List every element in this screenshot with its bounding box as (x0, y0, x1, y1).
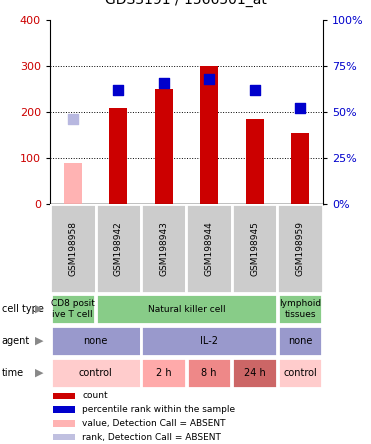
Text: ▶: ▶ (35, 304, 44, 314)
Text: GSM198945: GSM198945 (250, 221, 259, 276)
Point (70, 116, 76, 123)
Text: none: none (288, 336, 312, 346)
Text: GSM198943: GSM198943 (159, 221, 168, 276)
Point (206, 75, 212, 83)
Point (161, 79, 167, 86)
Bar (200, 66, 218, 204)
Bar (53, 434, 76, 440)
Bar (246, 119, 264, 204)
Bar (53, 420, 76, 427)
Text: cell type: cell type (2, 304, 44, 314)
Point (297, 105, 303, 112)
Bar (291, 133, 309, 204)
Text: 24 h: 24 h (244, 368, 266, 378)
Text: GDS3191 / 1566501_at: GDS3191 / 1566501_at (105, 0, 266, 7)
Bar (53, 406, 76, 413)
Text: rank, Detection Call = ABSENT: rank, Detection Call = ABSENT (82, 432, 221, 442)
Text: IL-2: IL-2 (200, 336, 218, 346)
FancyBboxPatch shape (187, 358, 232, 388)
FancyBboxPatch shape (50, 358, 141, 388)
Text: control: control (283, 368, 317, 378)
Point (252, 87, 257, 94)
FancyBboxPatch shape (50, 326, 141, 356)
FancyBboxPatch shape (232, 358, 277, 388)
FancyBboxPatch shape (50, 294, 95, 324)
FancyBboxPatch shape (96, 204, 141, 293)
Text: count: count (82, 391, 108, 400)
Text: GSM198958: GSM198958 (68, 221, 77, 276)
FancyBboxPatch shape (141, 358, 186, 388)
FancyBboxPatch shape (141, 326, 277, 356)
Text: ▶: ▶ (35, 368, 44, 378)
Bar (53, 392, 76, 399)
FancyBboxPatch shape (187, 204, 232, 293)
FancyBboxPatch shape (278, 204, 323, 293)
Text: none: none (83, 336, 108, 346)
Point (115, 87, 121, 94)
FancyBboxPatch shape (141, 204, 187, 293)
Text: GSM198942: GSM198942 (114, 221, 123, 276)
Text: CD8 posit
ive T cell: CD8 posit ive T cell (51, 299, 95, 319)
FancyBboxPatch shape (232, 204, 278, 293)
Text: Natural killer cell: Natural killer cell (148, 305, 225, 313)
Text: percentile rank within the sample: percentile rank within the sample (82, 405, 235, 414)
Text: GSM198959: GSM198959 (296, 221, 305, 276)
Text: time: time (2, 368, 24, 378)
Bar (155, 89, 173, 204)
FancyBboxPatch shape (96, 294, 277, 324)
Text: lymphoid
tissues: lymphoid tissues (279, 299, 321, 319)
Text: 2 h: 2 h (156, 368, 171, 378)
Bar (109, 107, 127, 204)
Text: ▶: ▶ (35, 336, 44, 346)
Text: value, Detection Call = ABSENT: value, Detection Call = ABSENT (82, 419, 226, 428)
Bar (64, 163, 82, 204)
Text: agent: agent (2, 336, 30, 346)
Text: control: control (79, 368, 112, 378)
Text: 8 h: 8 h (201, 368, 217, 378)
FancyBboxPatch shape (50, 204, 96, 293)
Text: GSM198944: GSM198944 (205, 221, 214, 276)
FancyBboxPatch shape (278, 326, 322, 356)
FancyBboxPatch shape (278, 358, 322, 388)
FancyBboxPatch shape (278, 294, 322, 324)
